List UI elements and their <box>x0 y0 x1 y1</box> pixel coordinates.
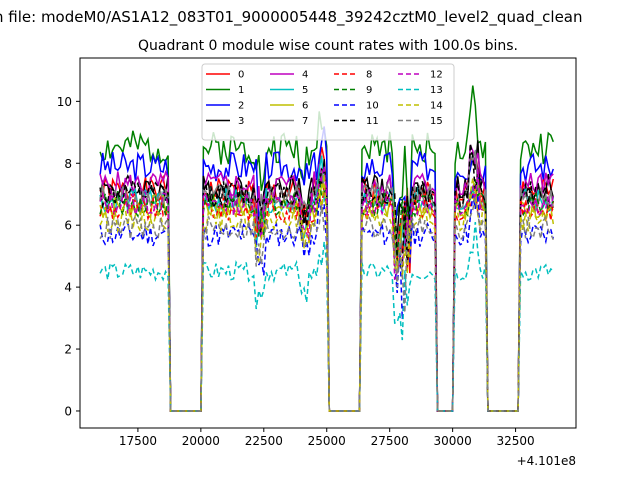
axes-frame <box>79 57 577 429</box>
x-tick-label: 25000 <box>308 434 346 448</box>
legend-label-3: 3 <box>238 116 244 127</box>
legend-label-6: 6 <box>302 101 308 112</box>
x-tick-label: 27500 <box>371 434 409 448</box>
legend-label-7: 7 <box>302 116 308 127</box>
x-tick-label: 30000 <box>434 434 472 448</box>
legend-label-14: 14 <box>430 101 443 112</box>
figure-suptitle: n file: modeM0/AS1A12_083T01_9000005448_… <box>0 8 583 27</box>
x-offset-label: +4.101e8 <box>517 454 576 468</box>
chart-title: Quadrant 0 module wise count rates with … <box>138 38 518 54</box>
x-tick-label: 20000 <box>182 434 220 448</box>
y-tick-label: 6 <box>64 219 72 233</box>
series-lines <box>99 85 555 412</box>
x-tick-label: 17500 <box>119 434 157 448</box>
legend-label-0: 0 <box>238 70 244 81</box>
legend-label-9: 9 <box>366 85 372 96</box>
x-tick-label: 32500 <box>496 434 534 448</box>
legend-label-10: 10 <box>366 101 379 112</box>
legend-label-8: 8 <box>366 70 372 81</box>
y-tick-label: 0 <box>64 404 72 418</box>
y-tick-label: 8 <box>64 157 72 171</box>
legend-label-1: 1 <box>238 85 244 96</box>
legend-label-5: 5 <box>302 85 308 96</box>
y-tick-label: 2 <box>64 343 72 357</box>
y-tick-label: 10 <box>57 95 72 109</box>
legend-label-15: 15 <box>430 116 443 127</box>
legend-box <box>201 63 455 141</box>
y-axis: 0 2 4 6 8 10 <box>57 95 80 418</box>
x-axis: 17500 20000 22500 25000 27500 30000 32500 <box>119 428 535 448</box>
x-tick-label: 22500 <box>245 434 283 448</box>
legend-label-11: 11 <box>366 116 379 127</box>
series-line-15 <box>99 198 554 412</box>
legend-label-13: 13 <box>430 85 443 96</box>
legend-label-2: 2 <box>238 101 244 112</box>
y-tick-label: 4 <box>64 281 72 295</box>
legend-label-4: 4 <box>302 70 308 81</box>
legend-label-12: 12 <box>430 70 443 81</box>
